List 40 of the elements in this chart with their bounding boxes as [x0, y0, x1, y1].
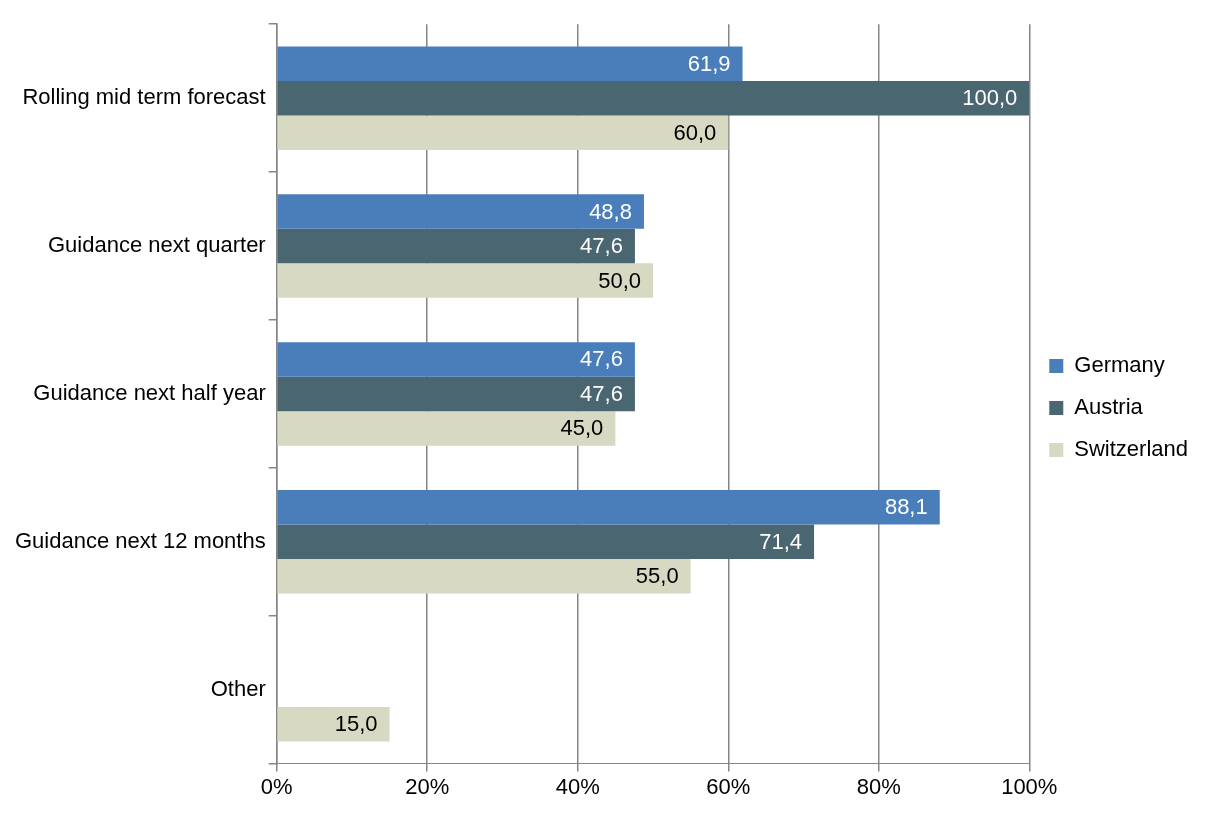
- bar: [277, 228, 635, 264]
- bar: [277, 706, 390, 742]
- data-label: 45,0: [560, 415, 604, 441]
- x-tick-label: 40%: [555, 773, 600, 799]
- x-tick-label: 0%: [260, 773, 293, 799]
- x-tick-label: 20%: [405, 773, 450, 799]
- data-label: 48,8: [589, 198, 632, 224]
- data-label: 100,0: [962, 85, 1018, 111]
- x-tick-label: 60%: [706, 773, 751, 799]
- x-tick-label: 100%: [1001, 773, 1058, 799]
- x-tick-label: 80%: [856, 773, 901, 799]
- bar: [277, 46, 743, 81]
- bar: [277, 115, 729, 150]
- y-tick-label: Rolling mid term forecast: [22, 84, 266, 110]
- data-label: 47,6: [580, 346, 623, 372]
- legend-label: Germany: [1074, 352, 1165, 378]
- data-label: 50,0: [598, 267, 641, 293]
- y-tick-label: Guidance next quarter: [48, 232, 266, 258]
- data-label: 60,0: [673, 119, 717, 145]
- data-label: 47,6: [580, 233, 623, 259]
- data-label: 71,4: [759, 528, 803, 554]
- data-label: 55,0: [635, 563, 679, 589]
- bar: [277, 411, 616, 446]
- bar: [277, 194, 644, 229]
- bar: [277, 263, 653, 298]
- legend-label: Austria: [1074, 394, 1144, 420]
- bar: [277, 559, 691, 594]
- y-tick-label: Other: [210, 675, 266, 701]
- data-label: 88,1: [884, 494, 928, 520]
- data-label: 47,6: [580, 380, 623, 406]
- bar: [277, 342, 635, 377]
- data-label: 61,9: [687, 50, 731, 76]
- legend-label: Switzerland: [1074, 436, 1188, 462]
- bar: [277, 376, 635, 412]
- y-tick-label: Guidance next half year: [33, 379, 266, 405]
- bar: [277, 490, 940, 525]
- data-label: 15,0: [334, 711, 378, 737]
- bar: [277, 524, 815, 560]
- bar: [277, 80, 1030, 116]
- y-tick-label: Guidance next 12 months: [14, 527, 266, 553]
